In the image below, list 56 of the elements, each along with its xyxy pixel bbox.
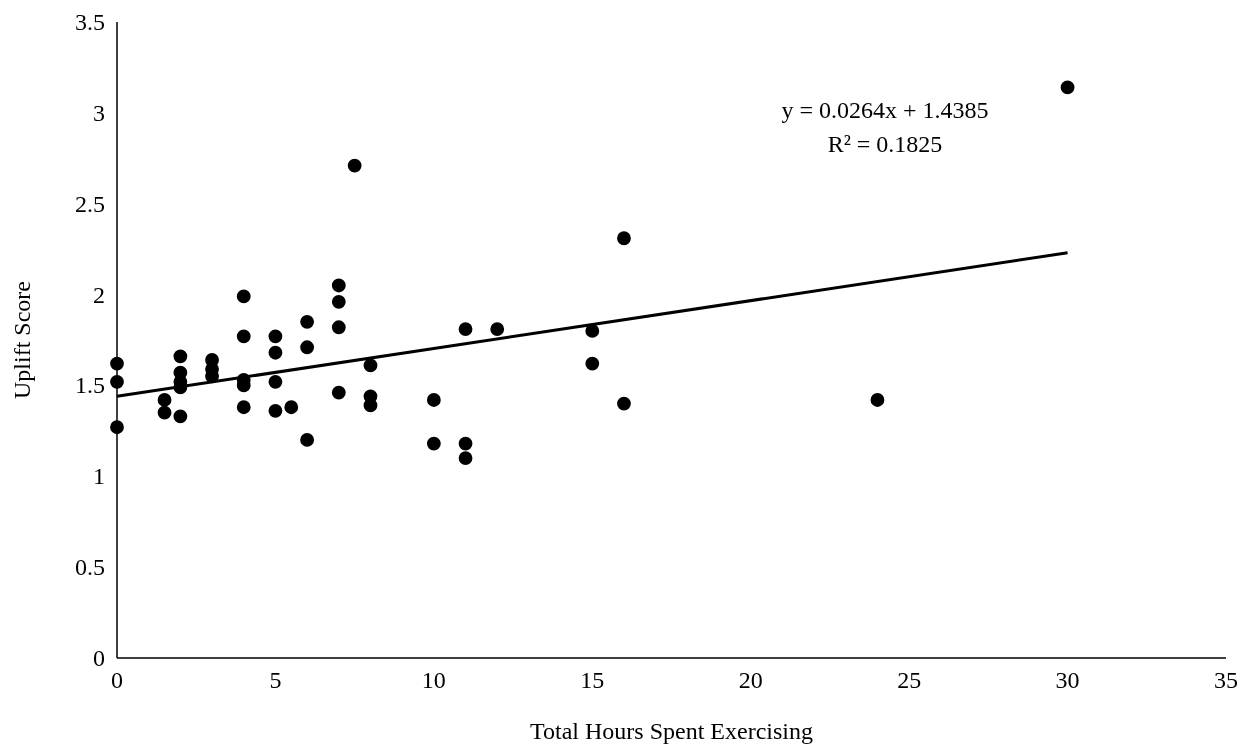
point	[1060, 80, 1075, 95]
y-tick-label: 1.5	[75, 372, 105, 399]
point	[268, 403, 283, 418]
x-tick-label: 35	[1214, 667, 1238, 693]
point	[490, 322, 505, 336]
point	[268, 374, 283, 389]
x-tick-label: 15	[580, 667, 605, 693]
point	[236, 289, 251, 304]
y-axis-title: Uplift Score	[9, 281, 35, 399]
point	[157, 393, 172, 407]
point	[458, 436, 473, 451]
annotation: R² = 0.1825	[827, 131, 943, 157]
x-tick-label: 25	[897, 667, 922, 693]
x-tick-label: 0	[111, 667, 123, 693]
point	[585, 356, 600, 371]
point	[331, 320, 346, 335]
point	[110, 374, 124, 389]
point	[110, 356, 124, 371]
point	[173, 409, 188, 424]
point	[458, 322, 473, 336]
point	[236, 329, 251, 344]
y-tick-label: 2	[93, 281, 105, 308]
point	[426, 436, 441, 451]
annotation: y = 0.0264x + 1.4385	[781, 97, 989, 123]
point	[347, 158, 362, 173]
point	[157, 405, 172, 420]
point	[617, 231, 631, 246]
point	[458, 451, 473, 466]
y-tick-label: 1	[93, 463, 105, 490]
x-axis-title: Total Hours Spent Exercising	[530, 718, 813, 744]
y-tick-label: 2.5	[75, 190, 105, 217]
x-tick-label: 30	[1055, 667, 1080, 693]
x-tick-label: 5	[269, 667, 282, 693]
y-tick-label: 0	[93, 645, 105, 671]
x-tick-label: 20	[738, 667, 763, 693]
point	[268, 329, 283, 344]
y-tick-label: 0.5	[75, 554, 105, 581]
point	[363, 358, 378, 373]
y-tick-label: 3	[93, 99, 105, 126]
point	[300, 433, 315, 447]
point	[268, 345, 283, 360]
point	[617, 396, 631, 411]
point	[173, 349, 188, 364]
point	[331, 294, 346, 309]
point	[300, 340, 315, 355]
point	[110, 420, 124, 435]
point	[870, 393, 885, 407]
point	[300, 314, 315, 329]
point	[363, 398, 378, 413]
point	[426, 393, 441, 407]
point	[284, 400, 299, 415]
point	[331, 385, 346, 400]
point	[331, 278, 346, 293]
x-tick-label: 10	[421, 667, 446, 693]
y-tick-label: 3.5	[75, 9, 105, 35]
point	[236, 400, 251, 415]
